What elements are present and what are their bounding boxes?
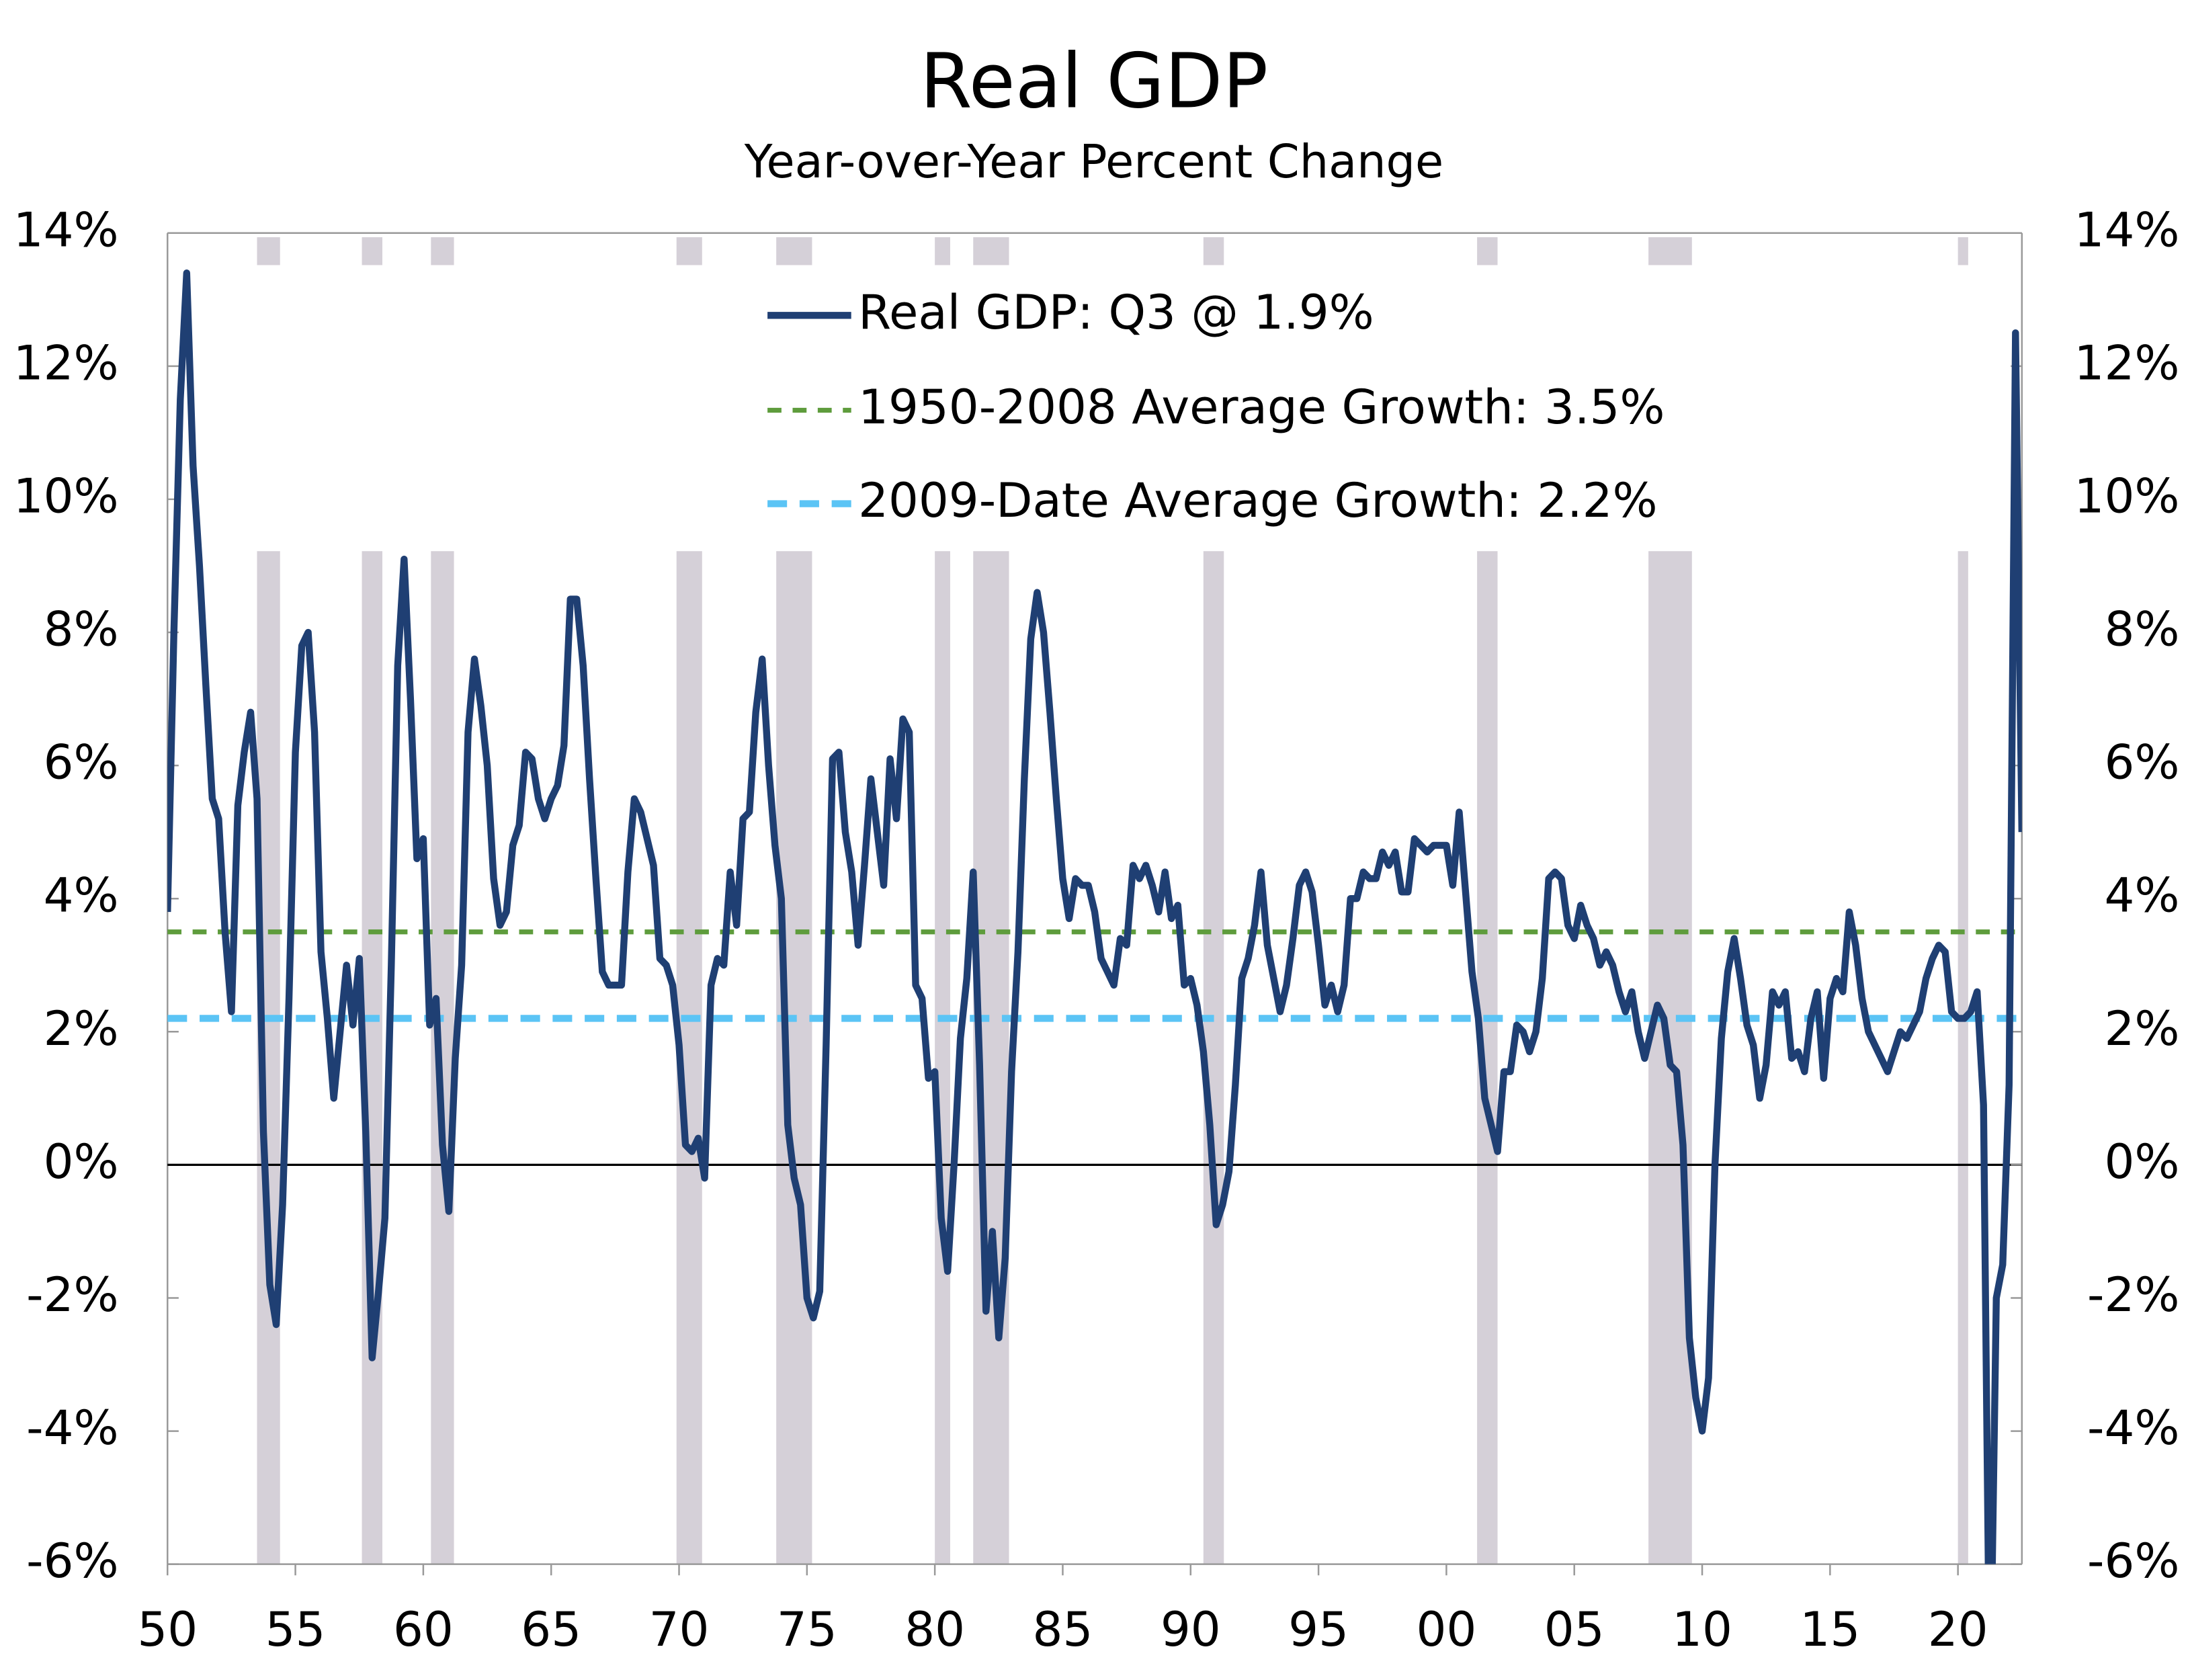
x-tick-label: 90 — [1161, 1601, 1221, 1657]
y-tick-label: -6% — [26, 1533, 118, 1589]
recession-band — [1648, 237, 1692, 265]
data-line — [167, 269, 2022, 1564]
y-tick-label: 6% — [44, 734, 119, 790]
y2-tick-label: 8% — [2104, 601, 2179, 657]
y2-tick-label: 6% — [2104, 734, 2179, 790]
y-tick-label: 8% — [44, 601, 119, 657]
y2-tick-label: 14% — [2074, 202, 2180, 257]
recession-band — [1958, 237, 1968, 265]
y2-tick-label: 2% — [2104, 1001, 2179, 1056]
recession-band — [776, 237, 812, 265]
x-tick-label: 70 — [649, 1601, 710, 1657]
y-tick-label: -2% — [26, 1267, 118, 1322]
y-tick-label: 10% — [13, 468, 119, 523]
recession-band — [1203, 237, 1224, 265]
x-tick-label: 95 — [1288, 1601, 1349, 1657]
recession-band — [935, 237, 950, 265]
y2-tick-label: 12% — [2074, 335, 2180, 390]
recession-band — [973, 237, 1009, 265]
x-tick-label: 00 — [1416, 1601, 1476, 1657]
y2-tick-label: -2% — [2087, 1267, 2179, 1322]
recession-band — [1958, 551, 1968, 1564]
legend-label: 1950-2008 Average Growth: 3.5% — [858, 379, 1665, 435]
chart-subtitle: Year-over-Year Percent Change — [744, 135, 1443, 189]
recession-band — [362, 237, 382, 265]
legend-label: 2009-Date Average Growth: 2.2% — [858, 472, 1657, 528]
recession-band — [1477, 237, 1498, 265]
y-tick-label: 12% — [13, 335, 119, 390]
recession-band — [431, 551, 454, 1564]
y-tick-label: 14% — [13, 202, 119, 257]
x-tick-label: 85 — [1033, 1601, 1093, 1657]
recession-band — [935, 551, 950, 1564]
y-tick-label: 4% — [44, 868, 119, 923]
x-tick-label: 05 — [1544, 1601, 1605, 1657]
x-tick-label: 80 — [904, 1601, 965, 1657]
recession-band — [257, 237, 280, 265]
y2-tick-label: -6% — [2087, 1533, 2179, 1589]
x-tick-label: 65 — [521, 1601, 581, 1657]
recession-band — [776, 551, 812, 1564]
x-tick-label: 50 — [137, 1601, 198, 1657]
legend-label: Real GDP: Q3 @ 1.9% — [858, 284, 1374, 340]
y2-tick-label: 10% — [2074, 468, 2180, 523]
x-tick-label: 20 — [1928, 1601, 1988, 1657]
y2-tick-label: -4% — [2087, 1400, 2179, 1456]
recession-band — [676, 237, 702, 265]
chart-title: Real GDP — [920, 38, 1268, 126]
y-tick-label: 0% — [44, 1134, 119, 1189]
recession-band — [431, 237, 454, 265]
x-tick-label: 10 — [1672, 1601, 1732, 1657]
y-tick-label: 2% — [44, 1001, 119, 1056]
y2-tick-label: 4% — [2104, 868, 2179, 923]
plot-area — [167, 269, 2022, 1564]
x-tick-label: 60 — [393, 1601, 454, 1657]
x-tick-label: 75 — [777, 1601, 837, 1657]
y2-tick-label: 0% — [2104, 1134, 2179, 1189]
y-tick-label: -4% — [26, 1400, 118, 1456]
x-tick-label: 15 — [1800, 1601, 1860, 1657]
x-tick-label: 55 — [265, 1601, 326, 1657]
